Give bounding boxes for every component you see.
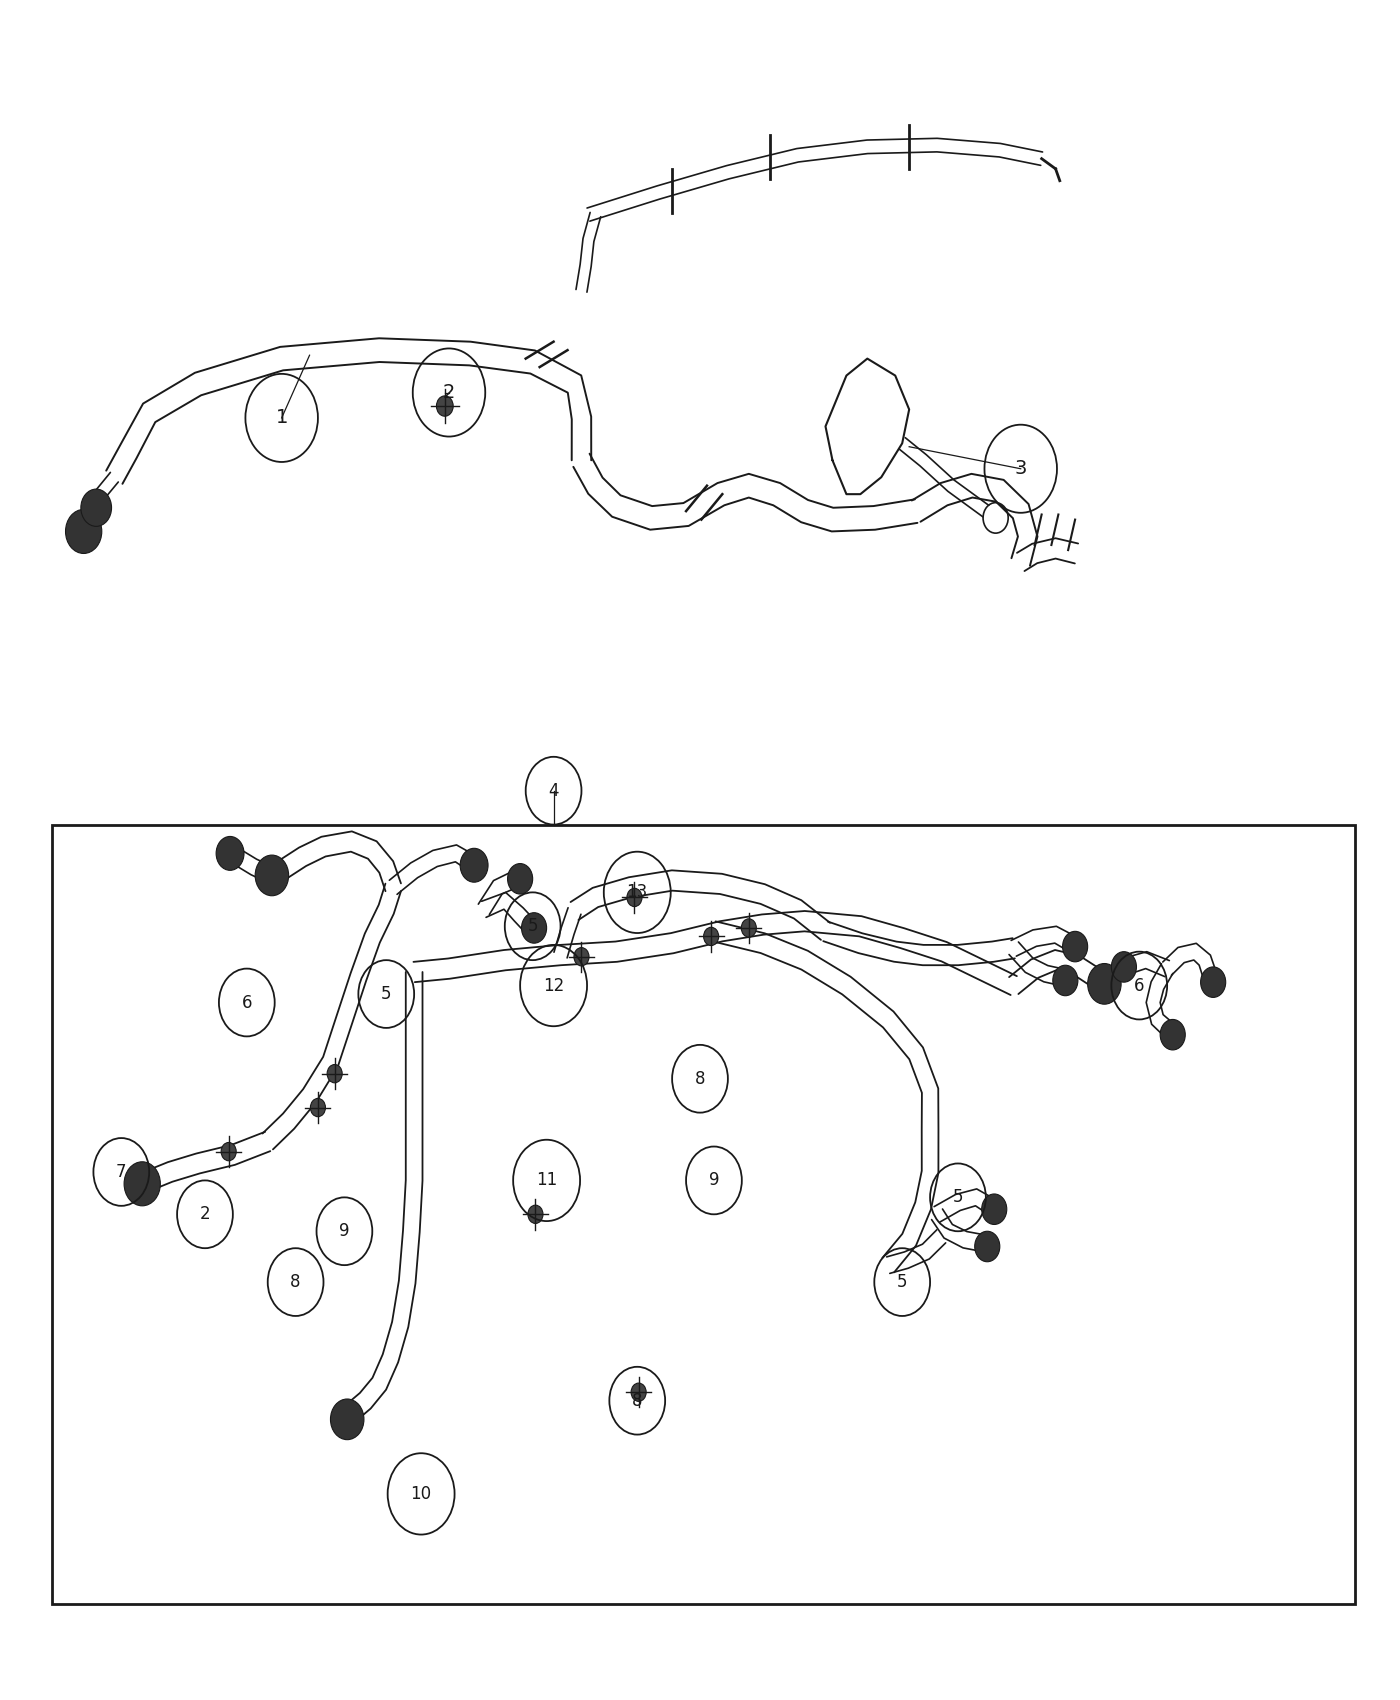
Circle shape	[508, 864, 532, 894]
Circle shape	[221, 1142, 237, 1161]
Text: 13: 13	[627, 884, 648, 901]
Circle shape	[574, 947, 589, 966]
Text: 7: 7	[116, 1163, 126, 1182]
Text: 12: 12	[543, 976, 564, 994]
Text: 8: 8	[290, 1273, 301, 1290]
Circle shape	[311, 1098, 325, 1117]
Circle shape	[1161, 1020, 1186, 1051]
Circle shape	[125, 1161, 161, 1205]
Text: 2: 2	[200, 1205, 210, 1224]
Circle shape	[461, 848, 489, 882]
Circle shape	[1063, 932, 1088, 962]
Circle shape	[704, 927, 718, 945]
Circle shape	[255, 855, 288, 896]
Text: 11: 11	[536, 1171, 557, 1190]
Text: 9: 9	[708, 1171, 720, 1190]
Text: 5: 5	[381, 984, 392, 1003]
Circle shape	[981, 1193, 1007, 1224]
Text: 5: 5	[528, 918, 538, 935]
Circle shape	[1088, 964, 1121, 1005]
Circle shape	[1201, 967, 1226, 998]
Text: 10: 10	[410, 1484, 431, 1503]
Text: 6: 6	[242, 993, 252, 1012]
Circle shape	[330, 1399, 364, 1440]
Text: 8: 8	[694, 1069, 706, 1088]
Circle shape	[974, 1231, 1000, 1261]
Circle shape	[741, 918, 756, 937]
Text: 5: 5	[897, 1273, 907, 1290]
Circle shape	[528, 1205, 543, 1224]
Circle shape	[1053, 966, 1078, 996]
Text: 1: 1	[276, 408, 288, 427]
Text: 6: 6	[1134, 976, 1145, 994]
Circle shape	[216, 836, 244, 870]
Text: 3: 3	[1015, 459, 1028, 478]
Circle shape	[437, 396, 454, 416]
Text: 8: 8	[631, 1392, 643, 1409]
Circle shape	[328, 1064, 342, 1083]
Circle shape	[627, 889, 643, 906]
Circle shape	[522, 913, 546, 944]
Circle shape	[81, 490, 112, 527]
Circle shape	[631, 1384, 647, 1401]
Text: 5: 5	[953, 1188, 963, 1207]
Bar	[52, 824, 1355, 1605]
Circle shape	[66, 510, 102, 554]
Text: 9: 9	[339, 1222, 350, 1241]
Circle shape	[1112, 952, 1137, 983]
Text: 2: 2	[442, 382, 455, 401]
Text: 4: 4	[549, 782, 559, 799]
